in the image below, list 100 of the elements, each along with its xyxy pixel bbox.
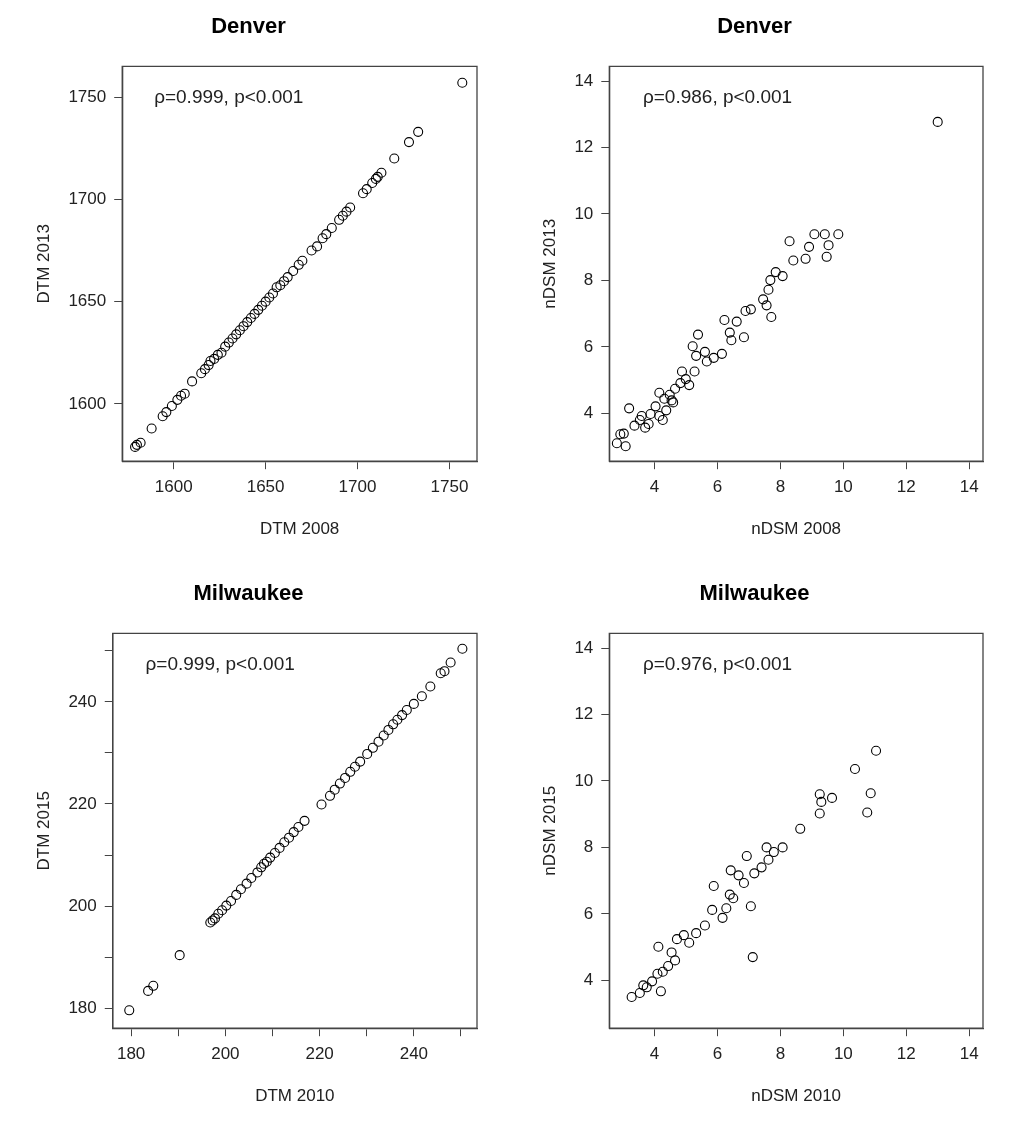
point [684,937,695,948]
point [361,184,372,195]
point [657,414,668,426]
point [260,296,271,307]
x-tick-label: 6 [712,1044,723,1064]
point [199,364,210,375]
x-tick-label: 10 [833,477,853,497]
point [274,842,285,853]
point [253,304,264,315]
point [408,698,419,709]
point [707,904,718,915]
point [804,241,815,252]
x-tick-label: 14 [959,477,979,497]
point [227,333,238,344]
y-axis-title: nDSM 2015 [539,785,559,876]
point [678,930,689,941]
point [235,884,246,895]
point [692,329,704,340]
point [731,316,742,327]
point [650,401,661,412]
point [234,325,245,336]
point [728,893,739,904]
point [326,222,337,234]
point [148,980,159,991]
point [699,920,710,931]
point [664,389,675,400]
x-tick-label: 10 [833,1044,853,1064]
point [231,329,242,340]
x-tick-label: 6 [712,477,723,497]
point [741,851,752,862]
point [267,288,279,299]
point [220,341,231,352]
point [245,312,256,324]
point [341,206,352,217]
point [724,889,735,900]
point [814,808,825,819]
y-tick-label: 1700 [68,189,107,209]
point [161,407,172,418]
point [721,903,732,914]
point [689,366,700,377]
point [288,827,299,838]
chart-title: Denver [211,13,287,39]
point [821,251,832,262]
annotation: ρ=0.999, p<0.001 [154,86,304,108]
point [691,928,702,939]
point [833,229,844,240]
point [865,788,876,799]
point [256,862,267,873]
y-tick-label: 1750 [68,86,107,106]
x-axis-title: DTM 2010 [255,1086,335,1106]
point [299,815,310,826]
y-axis-title: nDSM 2013 [539,218,559,309]
point [288,265,299,277]
point [425,681,436,692]
x-axis-title: nDSM 2008 [751,519,842,539]
point [367,177,378,189]
point [205,355,216,367]
y-tick-label: 220 [68,793,97,813]
point [826,792,838,803]
y-tick-label: 10 [574,770,594,790]
point [401,704,412,716]
point [733,870,744,881]
point [666,947,677,958]
point [324,790,336,801]
point [264,292,275,303]
point [241,878,252,889]
y-tick-label: 1650 [68,291,107,311]
point [397,710,408,721]
point [306,245,317,256]
point [146,423,157,434]
point [256,300,267,311]
y-tick-label: 180 [68,997,97,1017]
point [699,346,710,357]
point [329,784,340,795]
point [416,691,427,702]
point [640,422,651,433]
point [157,411,168,422]
point [269,847,280,859]
point [265,852,276,863]
point [345,202,356,213]
x-tick-label: 8 [775,1044,786,1064]
point [135,437,146,448]
point [293,821,304,833]
y-axis-title: DTM 2015 [33,791,53,871]
point [174,950,185,961]
point [659,393,670,404]
point [745,901,756,912]
point [676,366,688,377]
point [383,724,394,735]
chart-title: Denver [717,13,793,39]
point [738,877,749,889]
point [684,380,695,391]
point [636,410,647,422]
point [175,390,187,401]
x-tick-label: 12 [896,1044,916,1064]
point [763,854,774,865]
point [756,862,767,873]
point [675,378,686,389]
point [413,126,424,137]
point [634,414,645,426]
